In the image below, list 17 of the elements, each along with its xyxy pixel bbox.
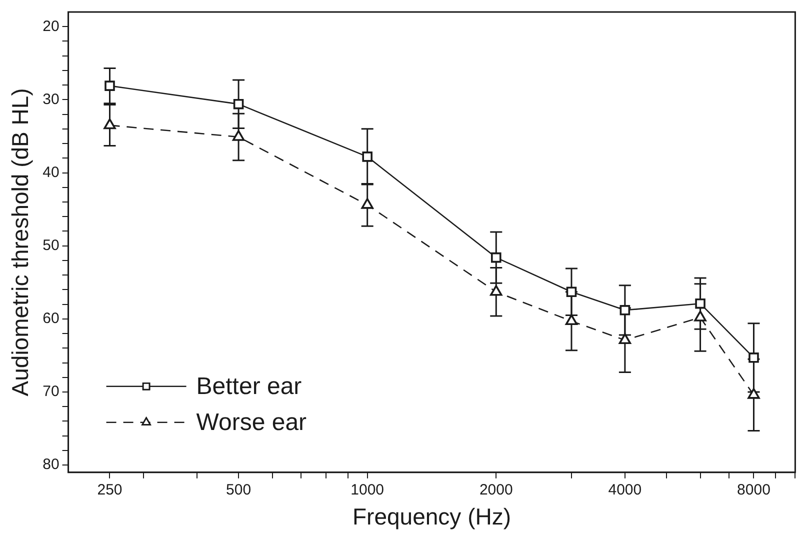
x-tick-label: 4000 — [608, 482, 642, 499]
y-tick-label: 70 — [42, 383, 60, 400]
x-axis-title: Frequency (Hz) — [352, 504, 511, 530]
legend-label: Worse ear — [196, 409, 307, 436]
y-tick-label: 30 — [42, 90, 60, 108]
x-tick-label: 8000 — [737, 482, 770, 499]
y-tick-label: 80 — [42, 456, 60, 474]
y-tick-label: 20 — [42, 18, 60, 35]
x-tick-label: 2000 — [479, 482, 513, 499]
y-tick-label: 40 — [42, 164, 60, 181]
y-tick-label: 50 — [42, 236, 60, 254]
y-tick-label: 60 — [42, 310, 60, 328]
x-tick-label: 500 — [226, 482, 252, 499]
x-tick-label: 250 — [97, 482, 122, 499]
legend-label: Better ear — [196, 373, 302, 400]
y-axis-title: Audiometric threshold (dB HL) — [7, 88, 34, 396]
x-tick-label: 1000 — [350, 482, 384, 499]
